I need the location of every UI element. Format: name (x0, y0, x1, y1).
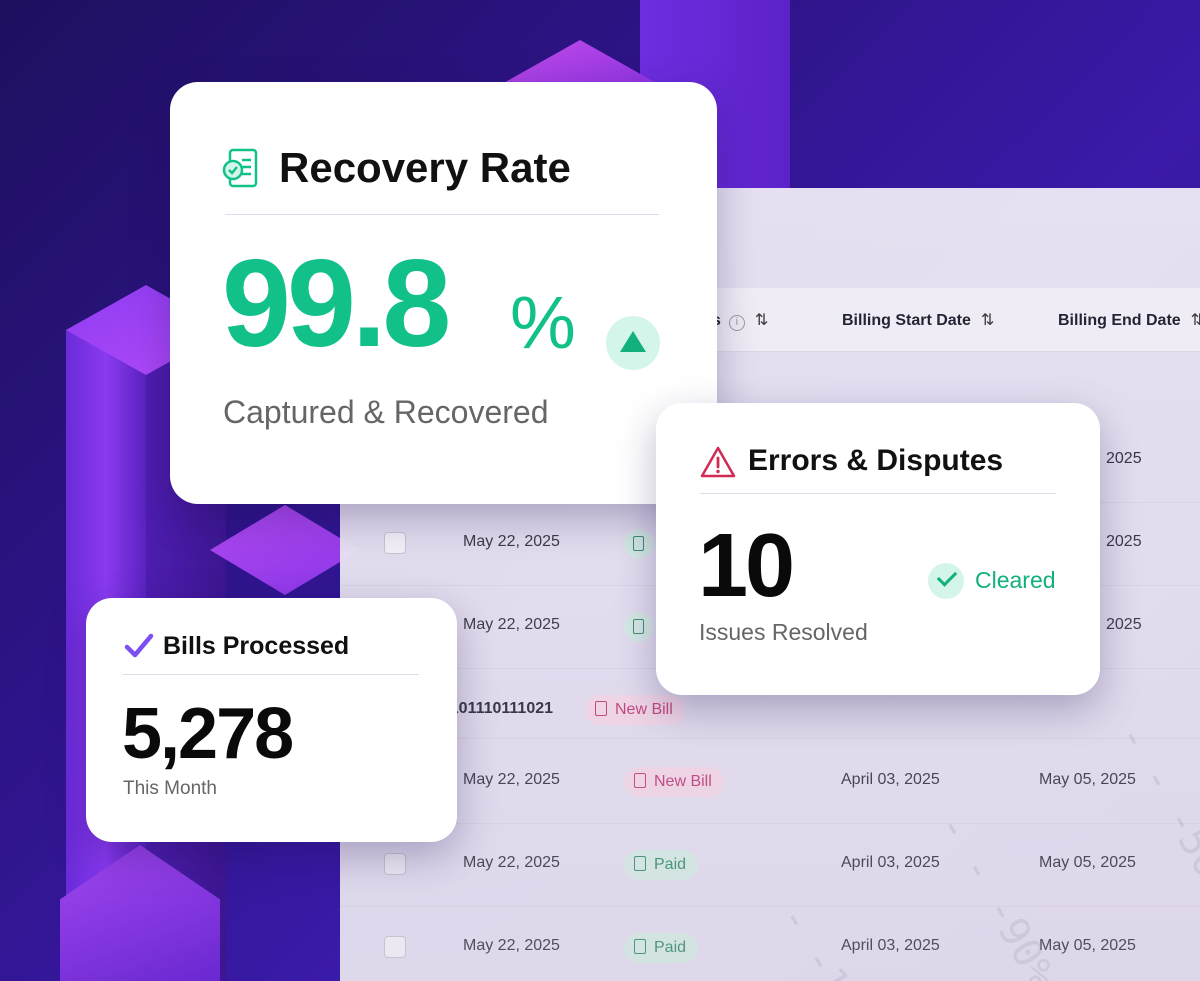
bills-processed-card: Bills Processed 5,278 This Month (86, 598, 457, 842)
table-row[interactable]: May 22, 2025 Paid April 03, 2025 May 05,… (340, 907, 1200, 981)
column-header-billing-end[interactable]: Billing End Date ⇅ (1058, 310, 1200, 330)
card-title: Bills Processed (163, 632, 350, 660)
status-badge: New Bill (585, 695, 685, 725)
sort-icon[interactable]: ⇅ (980, 312, 995, 329)
document-check-icon (222, 148, 258, 188)
decor-cube-top (210, 505, 360, 595)
table-row[interactable]: May 22, 2025 Paid April 03, 2025 May 05,… (340, 824, 1200, 907)
warning-icon (700, 446, 736, 478)
new-bill-icon (634, 773, 646, 788)
card-subtitle: Captured & Recovered (223, 394, 549, 430)
row-checkbox[interactable] (384, 532, 406, 554)
card-subtitle: This Month (123, 778, 217, 799)
column-header-billing-start[interactable]: Billing Start Date ⇅ (842, 312, 995, 329)
status-badge: New Bill (624, 767, 724, 797)
info-icon[interactable]: i (728, 315, 745, 331)
percent-unit: % (510, 281, 576, 364)
row-checkbox[interactable] (384, 936, 406, 958)
errors-count: 10 (698, 516, 795, 616)
card-title: Recovery Rate (279, 144, 571, 191)
trend-up-icon (606, 316, 660, 370)
paid-status-icon (624, 529, 654, 559)
paid-icon (634, 939, 646, 954)
divider (700, 493, 1056, 494)
card-subtitle: Issues Resolved (699, 619, 868, 645)
recovery-rate-card: Recovery Rate 99.8 % Captured & Recovere… (170, 82, 717, 504)
errors-disputes-card: Errors & Disputes 10 Issues Resolved Cle… (656, 403, 1100, 695)
new-bill-icon (595, 701, 607, 716)
row-checkbox[interactable] (384, 853, 406, 875)
recovery-rate-value: 99.8 (222, 235, 451, 373)
divider (123, 674, 419, 675)
bills-count: 5,278 (122, 694, 294, 774)
status-badge: Paid (624, 933, 699, 963)
sort-icon[interactable]: ⇅ (1190, 312, 1200, 329)
divider (225, 214, 659, 215)
column-header-status[interactable]: si⇅ (712, 310, 768, 331)
group-account-number: : 101110111021 (440, 700, 554, 717)
paid-status-icon (624, 612, 654, 642)
card-title: Errors & Disputes (748, 444, 1004, 477)
check-icon (928, 563, 964, 599)
status-badge: Paid (624, 850, 699, 880)
sort-icon[interactable]: ⇅ (754, 312, 769, 329)
paid-icon (634, 856, 646, 871)
checkmark-icon (124, 633, 154, 658)
table-row[interactable]: May 22, 2025 New Bill April 03, 2025 May… (340, 741, 1200, 824)
